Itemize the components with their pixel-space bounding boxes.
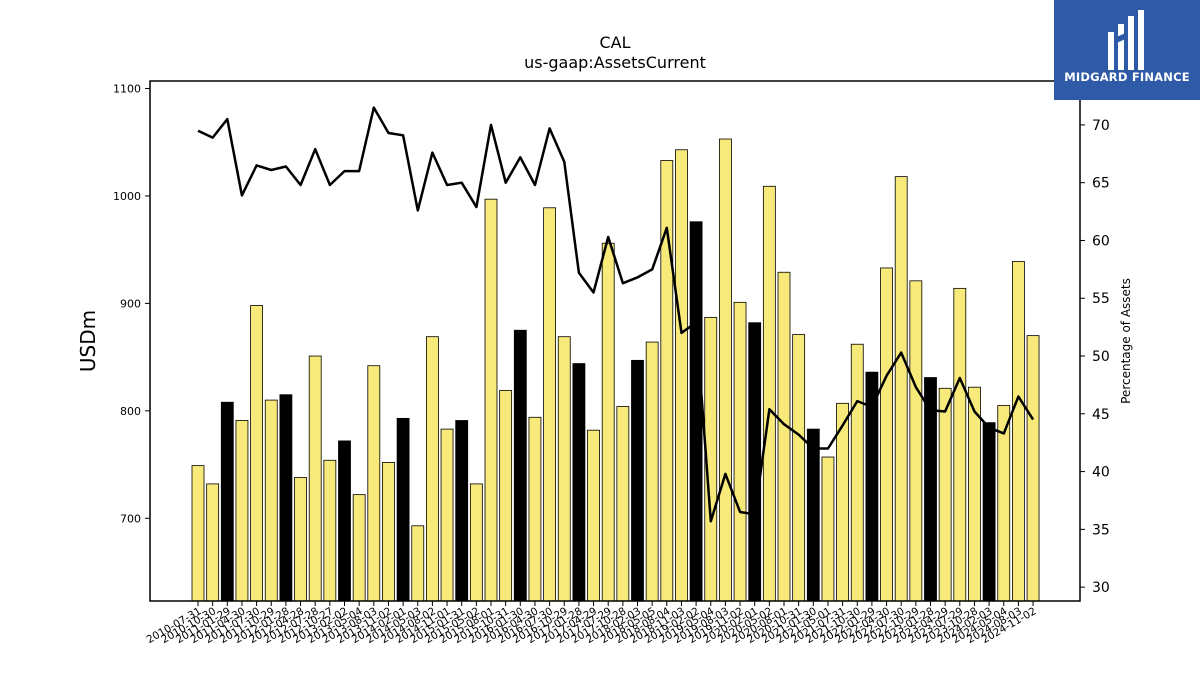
bar <box>777 271 791 602</box>
bar <box>264 399 278 602</box>
bars-group <box>191 138 1040 602</box>
y-ticks-group: 700 800 900 1000 1100 <box>113 83 150 525</box>
y2-tick-label: 55 <box>1092 291 1110 307</box>
bar <box>455 420 469 602</box>
brand-logo: MIDGARD FINANCE <box>1054 0 1200 100</box>
percentage-line <box>197 106 1035 523</box>
bar <box>543 207 556 602</box>
y2-axis-label: Percentage of Assets <box>1119 278 1133 404</box>
bar <box>953 287 967 602</box>
y-tick-label: 1100 <box>113 83 141 96</box>
bar <box>733 301 747 602</box>
bar <box>601 242 615 602</box>
bar <box>191 465 205 602</box>
bar <box>440 428 454 602</box>
bar <box>367 365 381 602</box>
bar <box>382 462 395 602</box>
bar <box>792 334 806 602</box>
bar <box>323 459 337 602</box>
bar <box>675 149 688 602</box>
bar <box>982 422 996 602</box>
brand-logo-text: MIDGARD FINANCE <box>1064 70 1190 84</box>
bar <box>748 322 762 602</box>
bar <box>484 198 498 602</box>
bar <box>1012 261 1025 602</box>
y2-ticks-group: 30 35 40 45 50 55 60 65 70 <box>1080 118 1110 596</box>
bar <box>587 429 600 602</box>
bar <box>645 341 659 602</box>
bar <box>572 363 586 602</box>
y2-tick-label: 70 <box>1092 118 1110 134</box>
bar <box>206 483 220 602</box>
bar <box>997 405 1011 602</box>
y2-tick-label: 60 <box>1092 233 1110 249</box>
midgard-logo-icon <box>1108 10 1144 70</box>
bar <box>909 280 923 602</box>
bar <box>279 394 293 602</box>
y2-tick-label: 65 <box>1092 176 1110 192</box>
y-tick-label: 1000 <box>113 190 141 203</box>
y2-tick-label: 30 <box>1092 580 1110 596</box>
bar <box>938 387 952 602</box>
bar <box>821 456 835 602</box>
bar <box>557 336 571 602</box>
y-axis-label: USDm <box>76 310 100 372</box>
bar <box>689 221 703 602</box>
bar <box>294 477 307 602</box>
bar <box>631 359 644 602</box>
chart-subtitle: us-gaap:AssetsCurrent <box>524 53 706 72</box>
bar <box>220 401 234 602</box>
bar <box>1026 335 1040 602</box>
bar <box>235 420 249 602</box>
bar <box>513 329 527 602</box>
bar <box>469 483 483 602</box>
bar <box>719 138 732 602</box>
bar <box>528 416 542 602</box>
bar <box>352 494 366 602</box>
bar <box>338 440 351 602</box>
x-ticks-group: 2010-07-312010-10-302011-01-292011-04-30… <box>145 601 1039 646</box>
y-tick-label: 900 <box>120 297 141 310</box>
y-tick-label: 700 <box>120 512 141 525</box>
bar <box>396 417 410 602</box>
bar <box>968 386 981 602</box>
y2-tick-label: 50 <box>1092 349 1110 365</box>
bar <box>894 176 908 602</box>
y2-tick-label: 35 <box>1092 522 1110 538</box>
bar <box>850 343 864 602</box>
chart-title: CAL <box>599 33 630 52</box>
bar <box>250 305 264 602</box>
bar <box>880 267 893 602</box>
plot-frame <box>149 80 1081 602</box>
y2-tick-label: 45 <box>1092 407 1110 423</box>
bar <box>762 185 776 602</box>
y2-tick-label: 40 <box>1092 465 1110 481</box>
bar <box>411 525 425 602</box>
y-tick-label: 800 <box>120 405 141 418</box>
bar <box>308 355 322 602</box>
bar <box>616 406 630 602</box>
bar <box>499 390 513 602</box>
bar <box>806 428 820 602</box>
bar <box>425 336 439 602</box>
